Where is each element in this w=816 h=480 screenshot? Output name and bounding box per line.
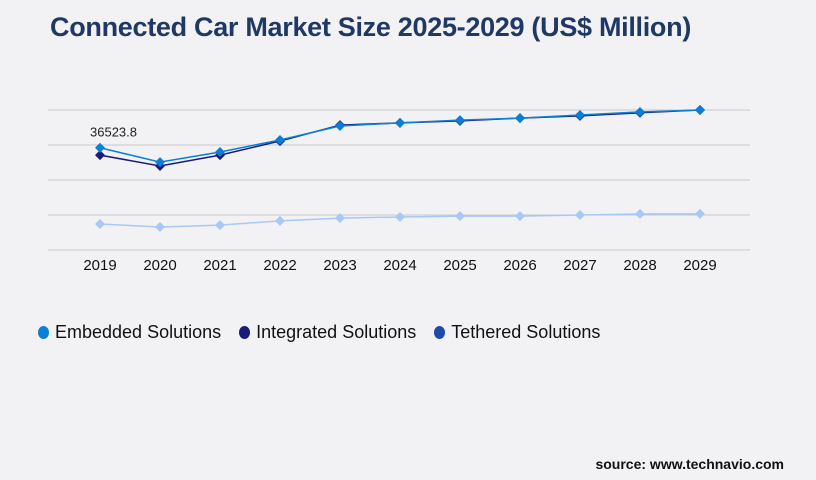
legend-label: Embedded Solutions <box>55 322 222 342</box>
legend-label: Integrated Solutions <box>256 322 417 342</box>
x-tick-label: 2024 <box>383 257 416 274</box>
x-tick-label: 2021 <box>203 257 236 274</box>
data-point <box>575 210 585 220</box>
legend-marker-icon <box>239 326 251 339</box>
data-point <box>275 215 285 226</box>
data-point <box>215 220 225 231</box>
legend-item: Embedded Solutions <box>38 322 221 343</box>
data-point <box>635 208 645 219</box>
data-point <box>275 134 285 145</box>
legend-item: Integrated Solutions <box>239 322 416 343</box>
data-point <box>95 218 105 229</box>
x-tick-label: 2023 <box>323 257 356 274</box>
data-point <box>335 120 345 131</box>
data-point <box>515 113 525 124</box>
data-point <box>695 208 705 219</box>
data-point <box>95 142 105 153</box>
legend-label: Tethered Solutions <box>451 322 601 342</box>
data-point <box>155 157 165 168</box>
data-point <box>215 147 225 157</box>
data-point <box>455 115 465 126</box>
x-tick-label: 2019 <box>83 257 116 274</box>
x-tick-label: 2025 <box>443 257 476 274</box>
data-point <box>95 150 105 161</box>
legend: Embedded Solutions Integrated Solutions Te… <box>38 322 600 343</box>
data-point <box>515 211 525 222</box>
data-label: 36523.8 <box>90 125 137 140</box>
chart-title: Connected Car Market Size 2025-2029 (US$… <box>50 12 692 42</box>
data-point <box>635 106 645 117</box>
data-point <box>335 213 345 224</box>
data-point <box>575 110 585 121</box>
legend-marker-icon <box>38 326 49 339</box>
series-line <box>99 109 701 163</box>
source-text: source: www.technavio.com <box>595 456 784 472</box>
x-tick-label: 2027 <box>563 257 596 274</box>
legend-item: Tethered Solutions <box>434 322 600 343</box>
x-tick-label: 2029 <box>683 257 716 274</box>
data-point <box>155 222 165 233</box>
x-tick-label: 2020 <box>143 257 176 274</box>
data-point <box>395 211 405 222</box>
x-tick-label: 2022 <box>263 257 296 274</box>
data-point <box>455 211 465 222</box>
x-tick-label: 2028 <box>623 257 656 274</box>
data-point <box>695 105 705 115</box>
x-tick-label: 2026 <box>503 257 536 274</box>
legend-marker-icon <box>434 326 446 339</box>
data-point <box>395 117 405 128</box>
